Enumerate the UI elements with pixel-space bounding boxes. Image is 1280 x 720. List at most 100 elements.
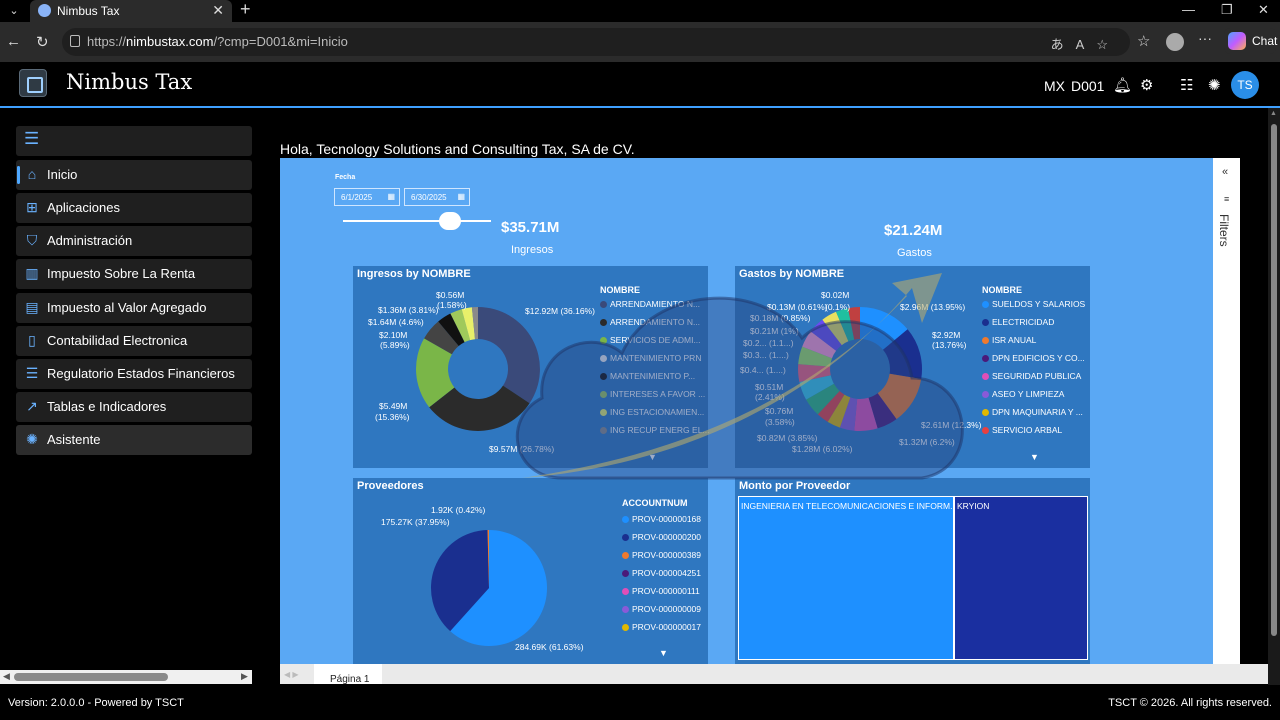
legend-item[interactable]: ING ESTACIONAMIEN... — [600, 407, 704, 417]
ingresos-panel[interactable]: Ingresos by NOMBRE $12.92M (36.16%) $9.5… — [353, 266, 710, 468]
scroll-right-icon[interactable]: ▶ — [241, 671, 248, 681]
legend-item[interactable]: MANTENIMIENTO P... — [600, 371, 695, 381]
ingresos-slice-3 — [416, 338, 455, 408]
scrollbar-thumb[interactable] — [14, 673, 168, 681]
monto-treemap[interactable]: INGENIERIA EN TELECOMUNICACIONES E INFOR… — [738, 496, 1088, 662]
ai-assistant-icon[interactable]: ✺ — [1208, 77, 1221, 94]
sidebar-item-label: Inicio — [47, 167, 78, 182]
legend-item[interactable]: SUELDOS Y SALARIOS — [982, 299, 1085, 309]
address-bar[interactable]: https://nimbustax.com/?cmp=D001&mi=Inici… — [62, 28, 1130, 56]
legend-scroll-down-icon[interactable]: ▼ — [659, 648, 668, 658]
gastos-panel[interactable]: Gastos by NOMBRE $2 — [735, 266, 1090, 468]
legend-item[interactable]: PROV-000004251 — [622, 568, 701, 578]
sidebar: ☰ ⌂ Inicio ⊞ Aplicaciones ⛉ Administraci… — [0, 110, 264, 685]
minimize-icon[interactable]: — — [1182, 2, 1195, 17]
refresh-icon[interactable]: ↻ — [36, 34, 49, 51]
legend-item[interactable]: PROV-000000168 — [622, 514, 701, 524]
legend-scroll-down-icon[interactable]: ▼ — [1030, 452, 1039, 462]
company-code[interactable]: D001 — [1071, 78, 1105, 94]
scrollbar-thumb[interactable] — [1271, 124, 1277, 636]
gastos-slice-5 — [854, 397, 878, 431]
embedded-report[interactable]: Fecha 6/1/2025 6/30/2025 $35.71M Ingreso… — [280, 158, 1213, 664]
proveedores-pie[interactable] — [429, 528, 549, 648]
collapse-filters-icon[interactable]: « — [1222, 166, 1229, 178]
sidebar-item-administracion[interactable]: ⛉ Administración — [16, 226, 252, 256]
read-aloud-icon: A — [1075, 37, 1097, 52]
tab-close-icon[interactable]: ✕ — [212, 2, 224, 18]
tasks-icon[interactable]: ☷ — [1180, 77, 1194, 94]
country-code[interactable]: MX — [1044, 78, 1065, 94]
legend-item[interactable]: ASEO Y LIMPIEZA — [982, 389, 1064, 399]
legend-scroll-down-icon[interactable]: ▼ — [648, 452, 657, 462]
favorites-icon[interactable]: ☆ — [1137, 33, 1151, 50]
legend-item[interactable]: ISR ANUAL — [982, 335, 1036, 345]
legend-item[interactable]: INTERESES A FAVOR ... — [600, 389, 705, 399]
favorite-icon: ☆ — [1096, 37, 1120, 52]
sidebar-item-isr[interactable]: ▥ Impuesto Sobre La Renta — [16, 259, 252, 289]
sidebar-item-contabilidad[interactable]: ▯ Contabilidad Electronica — [16, 326, 252, 356]
sidebar-item-label: Administración — [47, 233, 133, 248]
gastos-data-label: (2.41%) — [755, 392, 785, 402]
legend-item[interactable]: SERVICIOS DE ADMI... — [600, 335, 701, 345]
sidebar-item-aplicaciones[interactable]: ⊞ Aplicaciones — [16, 193, 252, 223]
proveedores-data-label: 284.69K (61.63%) — [515, 642, 584, 652]
legend-item[interactable]: PROV-000000200 — [622, 532, 701, 542]
app-menu-icon[interactable] — [19, 69, 47, 97]
legend-item[interactable]: ARRENDAMIENTO N... — [600, 299, 700, 309]
gastos-data-label: $1.28M (6.02%) — [792, 444, 852, 454]
filters-pane[interactable]: « ≡ Filters — [1213, 158, 1240, 664]
gastos-data-label: $0.76M — [765, 406, 793, 416]
page-nav-icon[interactable]: ◀ ▶ — [284, 670, 299, 679]
treemap-cell[interactable]: INGENIERIA EN TELECOMUNICACIONES E INFOR… — [738, 496, 957, 660]
sidebar-item-iva[interactable]: ▤ Impuesto al Valor Agregado — [16, 293, 252, 323]
legend-item[interactable]: MANTENIMIENTO PRN — [600, 353, 701, 363]
sidebar-horizontal-scrollbar[interactable]: ◀ ▶ — [0, 670, 252, 684]
legend-item[interactable]: DPN MAQUINARIA Y ... — [982, 407, 1083, 417]
sidebar-item-label: Impuesto Sobre La Renta — [47, 266, 196, 281]
gastos-data-label: $2.92M — [932, 330, 961, 340]
legend-item[interactable]: DPN EDIFICIOS Y CO... — [982, 353, 1085, 363]
legend-item[interactable]: ELECTRICIDAD — [982, 317, 1054, 327]
date-slider-track[interactable] — [343, 220, 491, 222]
page-tab[interactable]: Página 1 — [314, 664, 382, 685]
back-icon[interactable]: ← — [6, 33, 21, 50]
browser-tab-bar: ⌄ Nimbus Tax ✕ + — ❐ ✕ — [0, 0, 1280, 22]
library-icon: ▥ — [25, 265, 39, 281]
main-vertical-scrollbar[interactable]: ▲ — [1268, 108, 1280, 685]
sidebar-item-asistente[interactable]: ✺ Asistente — [16, 425, 252, 455]
notifications-icon[interactable]: 🔔︎ — [1113, 77, 1133, 94]
treemap-cell[interactable]: KRYION — [954, 496, 1088, 660]
hamburger-button[interactable]: ☰ — [16, 126, 252, 156]
scroll-up-icon[interactable]: ▲ — [1270, 110, 1277, 117]
browser-tab[interactable]: Nimbus Tax ✕ — [30, 0, 232, 22]
restore-icon[interactable]: ❐ — [1221, 2, 1233, 17]
scroll-left-icon[interactable]: ◀ — [3, 671, 10, 681]
sidebar-item-inicio[interactable]: ⌂ Inicio — [16, 160, 252, 190]
legend-item[interactable]: SEGURIDAD PUBLICA — [982, 371, 1081, 381]
legend-item[interactable]: PROV-000000111 — [622, 586, 700, 596]
sidebar-item-tablas[interactable]: ↗ Tablas e Indicadores — [16, 392, 252, 422]
legend-item[interactable]: ARRENDAMIENTO N... — [600, 317, 700, 327]
legend-item[interactable]: PROV-000000389 — [622, 550, 701, 560]
more-icon[interactable]: ··· — [1198, 30, 1212, 46]
legend-item[interactable]: SERVICIO ARBAL — [982, 425, 1062, 435]
sidebar-item-regulatorio[interactable]: ☰ Regulatorio Estados Financieros — [16, 359, 252, 389]
close-window-icon[interactable]: ✕ — [1258, 2, 1269, 17]
avatar[interactable]: TS — [1231, 71, 1259, 99]
gastos-data-label: $0.3... (1....) — [743, 350, 789, 360]
legend-item[interactable]: PROV-000000017 — [622, 622, 701, 632]
settings-icon[interactable]: ⚙ — [1140, 77, 1154, 94]
date-slider-handle[interactable] — [439, 212, 461, 230]
chat-button[interactable]: Chat — [1224, 28, 1277, 54]
address-bar-actions[interactable]: あA☆ — [1051, 34, 1120, 53]
tab-list-dropdown-icon[interactable]: ⌄ — [9, 5, 19, 17]
legend-item[interactable]: PROV-000000009 — [622, 604, 701, 614]
new-tab-icon[interactable]: + — [240, 0, 251, 19]
date-from-input[interactable]: 6/1/2025 — [334, 188, 400, 206]
ingresos-donut[interactable] — [413, 304, 543, 434]
legend-item[interactable]: ING RECUP ENERG EL... — [600, 425, 710, 435]
proveedores-panel[interactable]: Proveedores 1.92K (0.42%) 175.27K (37.95… — [353, 478, 708, 664]
profile-icon[interactable] — [1166, 33, 1184, 51]
date-to-input[interactable]: 6/30/2025 — [404, 188, 470, 206]
gastos-data-label: $0.4... (1....) — [740, 365, 786, 375]
